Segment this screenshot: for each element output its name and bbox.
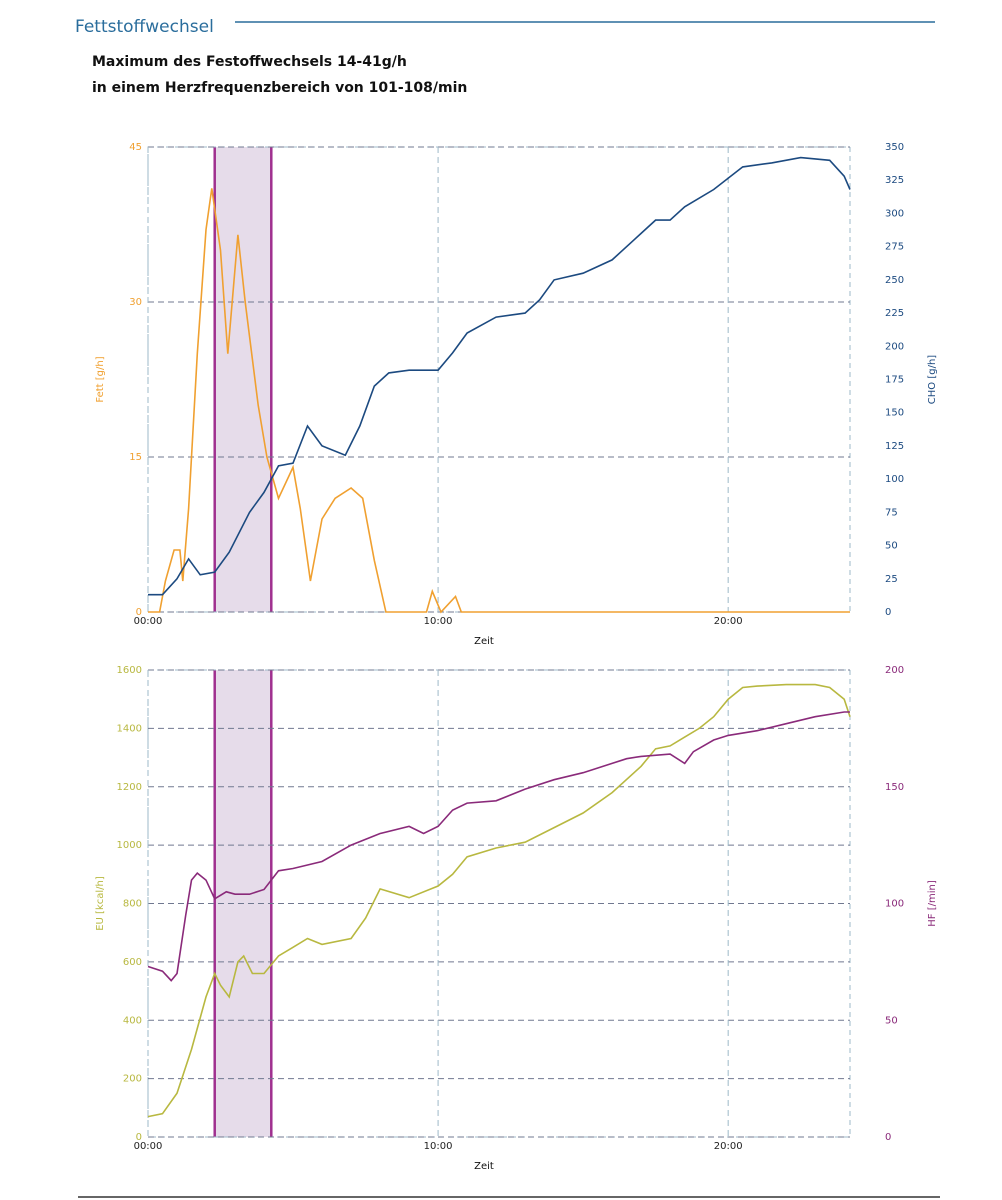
subtitle: in einem Herzfrequenzbereich von 101-108…: [92, 80, 467, 96]
y2-axis-label: CHO [g/h]: [927, 355, 938, 405]
y2-tick-label: 50: [885, 1015, 898, 1026]
y2-tick-label: 325: [885, 175, 904, 186]
y2-tick-label: 150: [885, 782, 904, 793]
x-tick-label: 00:00: [134, 616, 163, 627]
y2-tick-label: 150: [885, 408, 904, 419]
series-line: [148, 156, 851, 596]
x-tick-label: 10:00: [424, 1141, 453, 1152]
y2-tick-label: 350: [885, 142, 904, 153]
x-tick-label: 10:00: [424, 616, 453, 627]
y2-tick-label: 50: [885, 541, 898, 552]
y2-tick-label: 125: [885, 441, 904, 452]
y2-tick-label: 0: [885, 607, 891, 618]
y-tick-label: 1600: [117, 665, 142, 676]
y2-tick-label: 225: [885, 308, 904, 319]
y-axis-label: EU [kcal/h]: [95, 876, 106, 931]
y2-tick-label: 200: [885, 665, 904, 676]
y2-tick-label: 275: [885, 242, 904, 253]
x-axis-label: Zeit: [474, 1161, 494, 1172]
y-tick-label: 1400: [117, 723, 142, 734]
y-tick-label: 30: [129, 297, 142, 308]
x-tick-label: 20:00: [714, 1141, 743, 1152]
y-tick-label: 0: [136, 1132, 142, 1143]
y2-tick-label: 100: [885, 474, 904, 485]
series-line: [147, 711, 850, 982]
x-tick-label: 00:00: [134, 1141, 163, 1152]
y-tick-label: 400: [123, 1015, 142, 1026]
y-tick-label: 45: [129, 142, 142, 153]
y2-tick-label: 175: [885, 375, 904, 386]
y-tick-label: 200: [123, 1074, 142, 1085]
y2-tick-label: 25: [885, 574, 898, 585]
y2-tick-label: 75: [885, 507, 898, 518]
y-tick-label: 1200: [117, 782, 142, 793]
x-axis-label: Zeit: [474, 636, 494, 647]
y2-axis-label: HF [/min]: [927, 880, 938, 927]
y2-tick-label: 300: [885, 208, 904, 219]
y2-tick-label: 250: [885, 275, 904, 286]
x-tick-label: 20:00: [714, 616, 743, 627]
y-tick-label: 1000: [117, 840, 142, 851]
y-tick-label: 800: [123, 899, 142, 910]
y-tick-label: 0: [136, 607, 142, 618]
y2-tick-label: 100: [885, 899, 904, 910]
highlight-band: [214, 147, 272, 612]
subtitle: Maximum des Festoffwechsels 14-41g/h: [92, 54, 407, 70]
y-axis-label: Fett [g/h]: [95, 356, 106, 402]
y2-tick-label: 0: [885, 1132, 891, 1143]
y2-tick-label: 200: [885, 341, 904, 352]
y-tick-label: 15: [129, 452, 142, 463]
series-line: [147, 683, 851, 1118]
page-title: Fettstoffwechsel: [75, 17, 214, 37]
y-tick-label: 600: [123, 957, 142, 968]
